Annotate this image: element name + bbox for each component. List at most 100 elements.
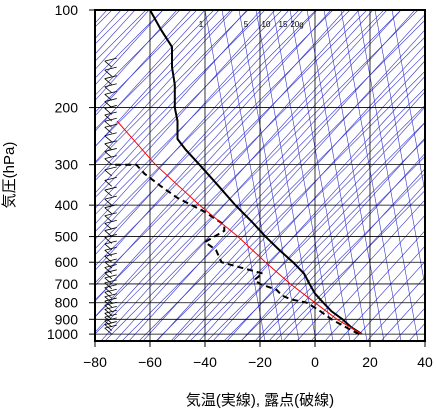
wind-barb-feather (104, 140, 117, 145)
wind-barb-staff (104, 69, 113, 77)
wind-barb-feather (104, 123, 117, 128)
adiabat-line (95, 10, 385, 301)
series-layer (114, 10, 363, 335)
isotherm-line (156, 44, 425, 341)
wind-barb-feather (104, 227, 117, 231)
isotherm-line (95, 10, 206, 132)
adiabat-line (95, 10, 215, 130)
mixing-ratio-label: 5 (244, 20, 249, 29)
isotherm-line (95, 10, 276, 210)
wind-barb-feather (104, 317, 117, 322)
temperature-line (149, 10, 363, 335)
wind-barb-staff (104, 309, 113, 316)
isotherm-line (366, 276, 425, 341)
isotherm-line (95, 10, 388, 333)
wind-barb-staff (104, 267, 113, 274)
wind-barb-staff (104, 243, 113, 251)
wind-barb-feather (104, 309, 117, 314)
parcel-line (116, 120, 363, 335)
isotherm-line (95, 10, 192, 117)
wind-barb-staff (104, 324, 113, 331)
wind-barb-staff (104, 135, 113, 143)
wind-barb-staff (104, 249, 113, 257)
wind-barb-feather (104, 324, 117, 329)
adiabat-line (95, 10, 198, 113)
dewpoint-line (114, 163, 360, 335)
wind-barb-staff (104, 261, 113, 269)
wind-barb-feather (104, 301, 117, 306)
mixing-ratio-line (323, 10, 385, 341)
isotherm-line (226, 122, 425, 341)
wind-barb-feather (104, 313, 117, 318)
isotherm-line (95, 10, 150, 71)
y-tick-label: 700 (55, 276, 79, 292)
mixing-ratio-label: 15 (279, 20, 288, 29)
mixing-ratio-line (255, 10, 317, 341)
wind-barb-staff (104, 207, 113, 214)
isotherm-line (95, 10, 290, 225)
y-tick-label: 800 (55, 295, 79, 311)
adiabat-line (138, 53, 425, 341)
wind-barb-feather (104, 57, 117, 62)
y-tick-label: 200 (55, 100, 79, 116)
wind-barb-staff (104, 316, 113, 324)
wind-barb-feather (104, 279, 117, 284)
wind-barb-staff (104, 180, 113, 187)
x-tick-label: 40 (417, 354, 433, 370)
mixing-ratio-line (374, 10, 425, 288)
wind-barb-feather (104, 132, 117, 137)
wind-barb-staff (104, 78, 113, 85)
wind-barb-feather (104, 195, 117, 200)
adiabat-line (257, 173, 425, 341)
isotherm-line (310, 214, 425, 341)
isotherm-line (170, 60, 425, 341)
adiabat-line (95, 10, 232, 147)
wind-barb-staff (104, 143, 113, 151)
wind-barb-staff (104, 255, 113, 263)
wind-barb-feather (104, 297, 117, 302)
y-tick-label: 900 (55, 311, 79, 327)
isotherm-line (95, 10, 234, 163)
wind-barb-feather (104, 75, 117, 80)
wind-barb-staff (104, 158, 113, 165)
isotherm-line (95, 10, 164, 86)
x-tick-label: −80 (83, 354, 107, 370)
mixing-ratio-labels: 1 5 10 15 20g (199, 20, 304, 29)
wind-barb-feather (104, 83, 117, 88)
y-tick-label: 300 (55, 157, 79, 173)
isotherm-line (338, 245, 425, 341)
wind-barb-staff (104, 291, 113, 299)
wind-barb-staff (104, 300, 113, 308)
wind-barb-feather (104, 204, 117, 209)
isotherm-line (184, 75, 425, 341)
wind-barb-staff (104, 151, 113, 158)
wind-barb-staff (104, 296, 113, 304)
wind-barb-staff (104, 230, 113, 237)
wind-barb-staff (104, 94, 113, 101)
isotherm-line (95, 10, 220, 148)
x-tick-label: −60 (138, 354, 162, 370)
isotherm-line (128, 13, 425, 341)
isotherm-line (142, 29, 425, 341)
wind-barb-staff (104, 237, 113, 244)
wind-barb-feather (104, 284, 117, 289)
adiabat-line (95, 10, 181, 96)
isotherm-line (324, 230, 425, 341)
wind-barb-feather (104, 148, 117, 152)
mixing-ratio-line (204, 10, 266, 341)
adiabat-line (155, 70, 425, 341)
isotherm-line (352, 261, 425, 341)
adiabat-line (95, 10, 300, 216)
wind-barb-staff (104, 320, 113, 328)
wind-barb-feather (104, 264, 117, 268)
isotherm-line (95, 10, 178, 101)
wind-barb-staff (104, 272, 113, 280)
isotherm-line (95, 10, 374, 318)
wind-barb-staff (104, 287, 113, 294)
wind-barbs (104, 57, 117, 335)
wind-barb-feather (104, 293, 117, 298)
wind-barb-feather (104, 166, 117, 171)
wind-barb-staff (104, 101, 113, 108)
wind-barb-staff (104, 189, 113, 197)
